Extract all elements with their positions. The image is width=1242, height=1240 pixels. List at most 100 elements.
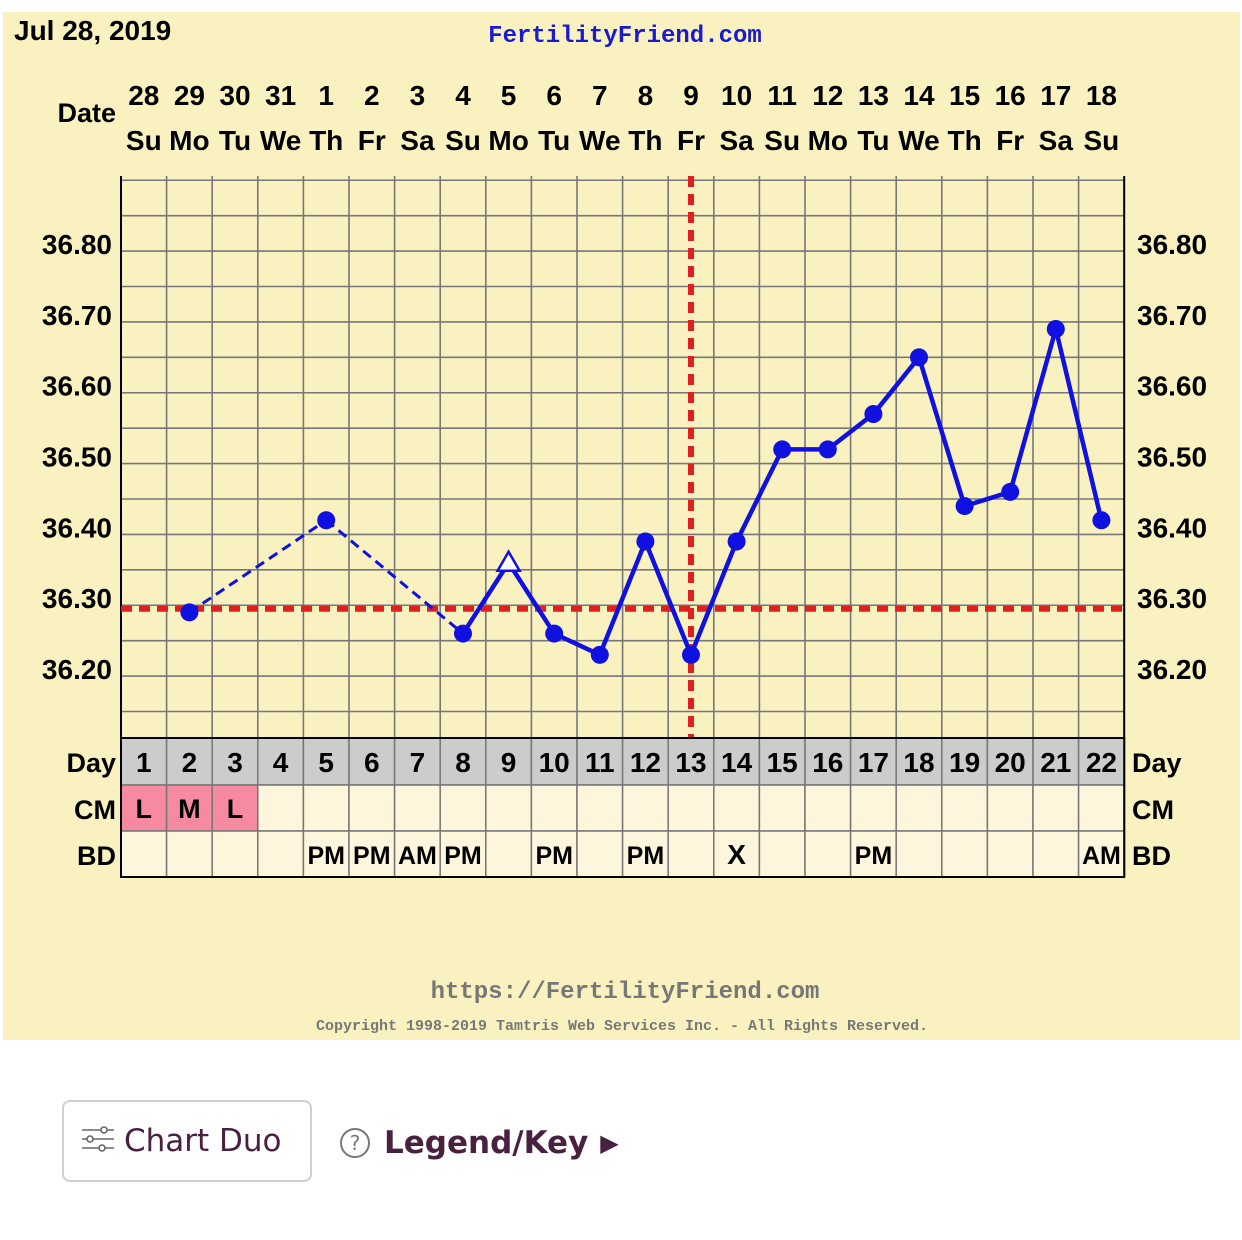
bd-cell xyxy=(120,830,168,878)
weekday-label: Sa xyxy=(1039,125,1074,156)
bd-label: PM xyxy=(444,842,482,870)
cycle-day-label: 15 xyxy=(767,747,798,778)
bd-label: PM xyxy=(307,842,345,870)
bd-label: PM xyxy=(353,842,391,870)
cycle-day-cell xyxy=(758,737,806,786)
temperature-line-segment xyxy=(734,448,785,543)
weekday-label: Fr xyxy=(677,125,705,156)
cycle-day-label: 6 xyxy=(364,747,380,778)
temperature-point xyxy=(317,511,336,530)
cycle-day-label: 18 xyxy=(903,747,934,778)
weekday-label: Mo xyxy=(169,125,209,156)
cm-cell xyxy=(804,784,852,832)
bbt-chart-svg: Jul 28, 2019 FertilityFriend.comDate28Su2… xyxy=(3,12,1240,1040)
bd-cell xyxy=(804,830,852,878)
temperature-line-segment xyxy=(643,540,694,656)
date-row-label: Date xyxy=(57,98,116,128)
temperature-point xyxy=(910,348,928,367)
legend-key-label: Legend/Key xyxy=(384,1125,589,1161)
temperature-line-segment xyxy=(1053,328,1104,521)
temperature-point xyxy=(682,645,700,664)
y-tick-right: 36.40 xyxy=(1137,512,1207,543)
temperature-line-segment xyxy=(688,540,739,656)
date-label: 17 xyxy=(1040,80,1071,111)
temperature-point xyxy=(1001,482,1020,501)
temperature-point xyxy=(955,497,974,516)
sliders-icon xyxy=(80,1125,116,1158)
cycle-day-label: 5 xyxy=(318,747,334,778)
y-tick-left: 36.80 xyxy=(42,229,112,260)
temperature-line-segment xyxy=(188,519,328,614)
temperature-point xyxy=(864,405,883,423)
cycle-day-label: 17 xyxy=(858,747,889,778)
cm-cell xyxy=(758,784,806,832)
play-arrow-icon: ▶ xyxy=(600,1129,619,1157)
y-tick-right: 36.80 xyxy=(1137,229,1207,260)
y-tick-left: 36.60 xyxy=(42,371,112,402)
date-label: 5 xyxy=(501,80,517,111)
bd-label: X xyxy=(727,839,746,870)
help-icon: ? xyxy=(340,1128,370,1158)
date-label: 31 xyxy=(265,80,296,111)
bd-row-label-right: BD xyxy=(1132,841,1171,871)
cycle-day-label: 20 xyxy=(995,747,1026,778)
cm-cell xyxy=(439,784,487,832)
temperature-line-segment xyxy=(871,355,921,416)
weekday-label: We xyxy=(260,125,302,156)
temperature-line-segment xyxy=(826,412,875,452)
date-label: 1 xyxy=(318,80,334,111)
cycle-day-label: 1 xyxy=(136,747,152,778)
date-label: 2 xyxy=(364,80,380,111)
weekday-label: Tu xyxy=(857,125,889,156)
bd-cell xyxy=(576,830,624,878)
bd-label: PM xyxy=(627,842,665,870)
temperature-point xyxy=(590,645,609,664)
cm-cell xyxy=(211,784,259,832)
weekday-label: Tu xyxy=(538,125,570,156)
cm-cell xyxy=(302,784,350,832)
cycle-day-label: 10 xyxy=(539,747,570,778)
cm-cell xyxy=(849,784,897,832)
cm-label: L xyxy=(227,794,244,824)
temperature-point xyxy=(1046,320,1065,338)
weekday-label: Su xyxy=(445,125,481,156)
date-label: 12 xyxy=(812,80,843,111)
bd-label: AM xyxy=(398,842,437,870)
cycle-day-cell xyxy=(895,737,943,786)
date-label: 10 xyxy=(721,80,752,111)
y-tick-left: 36.40 xyxy=(42,512,112,543)
date-label: 18 xyxy=(1086,80,1117,111)
cm-row-label-left: CM xyxy=(74,795,116,825)
weekday-label: Su xyxy=(1084,125,1120,156)
cm-cell xyxy=(165,784,213,832)
cm-cell xyxy=(1032,784,1080,832)
bd-cell xyxy=(713,830,761,878)
cycle-day-cell xyxy=(211,737,259,786)
date-label: 14 xyxy=(903,80,935,111)
temperature-line-segment xyxy=(506,561,557,635)
bd-cell xyxy=(895,830,943,878)
cycle-day-label: 19 xyxy=(949,747,980,778)
bd-cell xyxy=(941,830,989,878)
chart-duo-button[interactable]: Chart Duo xyxy=(62,1100,312,1182)
cycle-day-label: 2 xyxy=(182,747,198,778)
weekday-label: Fr xyxy=(996,125,1024,156)
y-tick-right: 36.60 xyxy=(1137,371,1207,402)
fertility-chart: Jul 28, 2019 FertilityFriend.com Date 28 Su 2… xyxy=(3,12,1240,1040)
y-tick-left: 36.20 xyxy=(42,654,112,685)
day-row-label-right: Day xyxy=(1132,748,1182,778)
y-tick-left: 36.30 xyxy=(42,583,112,614)
legend-key-link[interactable]: ? Legend/Key ▶ xyxy=(340,1118,619,1168)
weekday-label: Th xyxy=(947,125,981,156)
bd-row-label-left: BD xyxy=(77,841,116,871)
bd-cell xyxy=(1032,830,1080,878)
chart-background xyxy=(3,12,1240,1040)
cm-cell xyxy=(393,784,441,832)
temperature-line-segment xyxy=(461,561,511,635)
cycle-day-cell xyxy=(941,737,989,786)
temperature-point xyxy=(818,440,837,459)
cm-cell xyxy=(348,784,396,832)
cycle-day-label: 22 xyxy=(1086,747,1117,778)
weekday-label: We xyxy=(579,125,621,156)
cm-cell xyxy=(530,784,578,832)
